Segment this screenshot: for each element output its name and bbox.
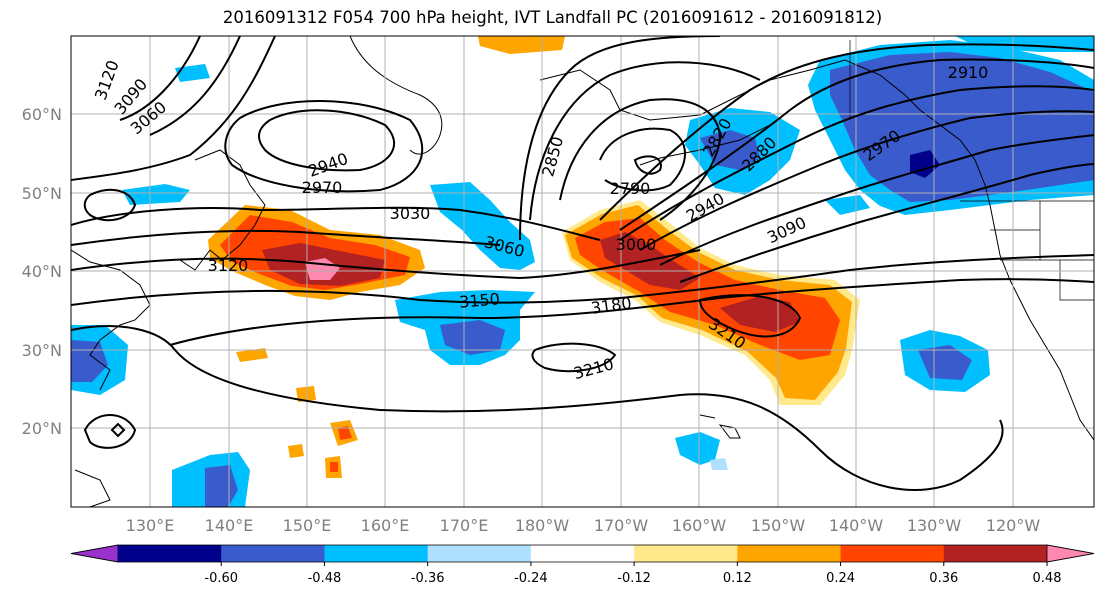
colorbar-outline bbox=[70, 544, 1095, 563]
lat-label-20n: 20°N bbox=[22, 419, 62, 438]
latitude-labels: 60°N 50°N 40°N 30°N 20°N bbox=[22, 105, 62, 438]
colorbar-segment bbox=[737, 545, 842, 562]
colorbar-segment bbox=[118, 545, 222, 562]
lon-label-170w: 170°W bbox=[594, 516, 649, 535]
colorbar-segment bbox=[221, 545, 325, 562]
longitude-labels: 130°E 140°E 150°E 160°E 170°E 180°W 170°… bbox=[126, 516, 1041, 535]
colorbar-extend-low bbox=[70, 544, 119, 563]
colorbar: -0.60 -0.48 -0.36 -0.24 -0.12 0.12 0.24 0.36 0.4… bbox=[70, 544, 1095, 586]
lon-label-180w: 180°W bbox=[515, 516, 570, 535]
lon-label-160w: 160°W bbox=[672, 516, 727, 535]
lon-label-140w: 140°W bbox=[829, 516, 884, 535]
lat-label-60n: 60°N bbox=[22, 105, 62, 124]
contour-label: 3000 bbox=[616, 235, 657, 254]
contour-label: 2910 bbox=[948, 63, 989, 82]
colorbar-segment bbox=[634, 545, 738, 562]
lon-label-160e: 160°E bbox=[361, 516, 410, 535]
lat-label-30n: 30°N bbox=[22, 341, 62, 360]
map-title: 2016091312 F054 700 hPa height, IVT Land… bbox=[222, 8, 883, 27]
colorbar-ticks: -0.60 -0.48 -0.36 -0.24 -0.12 0.12 0.24 0.36 0.4… bbox=[204, 562, 1062, 586]
height-contours bbox=[71, 36, 1094, 491]
colorbar-segment bbox=[530, 545, 635, 562]
contour-label: 3030 bbox=[390, 204, 431, 223]
contour-label: 3120 bbox=[208, 256, 249, 275]
lon-label-170e: 170°E bbox=[440, 516, 489, 535]
colorbar-tick-label: 0.24 bbox=[826, 571, 855, 586]
colorbar-tick-label: -0.12 bbox=[617, 571, 651, 586]
colorbar-segment bbox=[324, 545, 429, 562]
colorbar-segment bbox=[427, 545, 532, 562]
colorbar-tick-label: -0.48 bbox=[308, 571, 342, 586]
colorbar-tick-label: 0.12 bbox=[723, 571, 752, 586]
map-frame bbox=[70, 35, 1095, 508]
lon-label-120w: 120°W bbox=[986, 516, 1041, 535]
lon-label-140e: 140°E bbox=[205, 516, 254, 535]
colorbar-extend-high bbox=[1046, 544, 1095, 563]
colorbar-tick-label: -0.60 bbox=[204, 571, 238, 586]
colorbar-segment bbox=[943, 545, 1048, 562]
map-plot-area: 3120 3090 3060 2940 2970 3030 3060 3120 … bbox=[71, 36, 1094, 507]
lon-label-130w: 130°W bbox=[907, 516, 962, 535]
contour-label: 2790 bbox=[610, 179, 651, 198]
lat-label-40n: 40°N bbox=[22, 262, 62, 281]
gridlines bbox=[71, 36, 1094, 507]
lat-label-50n: 50°N bbox=[22, 184, 62, 203]
lon-label-150w: 150°W bbox=[751, 516, 806, 535]
colorbar-segment bbox=[840, 545, 945, 562]
colorbar-tick-label: 0.48 bbox=[1033, 571, 1062, 586]
colorbar-tick-label: 0.36 bbox=[929, 571, 958, 586]
contour-label: 3150 bbox=[458, 289, 500, 311]
lon-label-150e: 150°E bbox=[283, 516, 332, 535]
colorbar-segments bbox=[70, 544, 1095, 563]
colorbar-tick-label: -0.36 bbox=[411, 571, 445, 586]
contour-label: 2970 bbox=[302, 178, 343, 197]
colorbar-tick-label: -0.24 bbox=[514, 571, 548, 586]
lon-label-130e: 130°E bbox=[126, 516, 175, 535]
